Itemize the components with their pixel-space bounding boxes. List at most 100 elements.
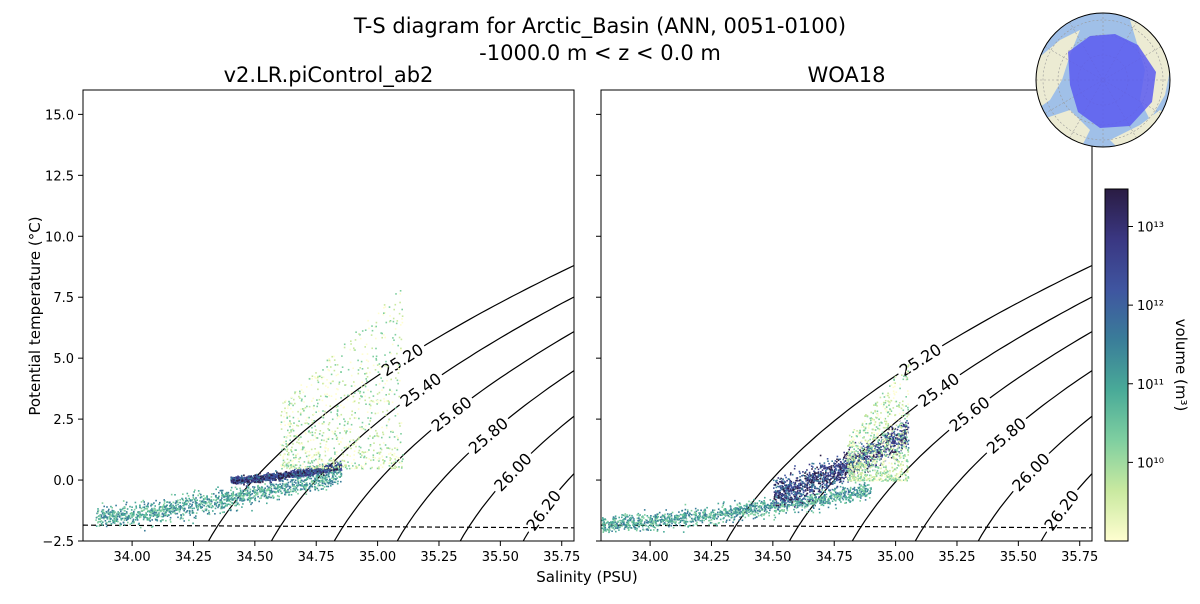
ts-cell — [147, 508, 149, 510]
ts-cell — [194, 499, 196, 501]
ts-cell — [322, 410, 324, 412]
ts-cell — [358, 369, 360, 371]
ts-cell — [832, 500, 834, 502]
ts-cell — [222, 502, 224, 504]
ts-cell — [233, 491, 235, 493]
ts-cell — [289, 422, 291, 424]
ts-cell — [336, 455, 338, 457]
ts-cell — [643, 517, 645, 519]
ts-cell — [319, 456, 321, 458]
ts-cell — [798, 502, 800, 504]
ts-cell — [747, 504, 749, 506]
ts-cell — [290, 487, 292, 489]
ts-cell — [367, 376, 369, 378]
ts-cell — [398, 466, 400, 468]
ts-cell — [316, 482, 318, 484]
ts-cell — [381, 456, 383, 458]
ts-cell — [165, 511, 167, 513]
ts-cell — [158, 504, 160, 506]
ts-cell — [717, 512, 719, 514]
ts-cell — [235, 482, 237, 484]
ts-cell — [98, 510, 100, 512]
ts-cell — [315, 411, 317, 413]
ts-cell — [266, 489, 268, 491]
ts-cell — [764, 510, 766, 512]
ts-cell — [186, 498, 188, 500]
contour-label: 25.40 — [397, 369, 445, 411]
ts-cell — [354, 450, 356, 452]
ts-cell — [398, 372, 400, 374]
ts-cell — [287, 479, 289, 481]
ts-cell — [820, 497, 822, 499]
ts-cell — [333, 461, 335, 463]
x-tick-label: 35.50 — [482, 550, 519, 565]
ts-cell — [395, 461, 397, 463]
ts-cell — [295, 455, 297, 457]
ts-cell — [355, 446, 357, 448]
ts-cell — [702, 520, 704, 522]
ts-cell — [284, 478, 286, 480]
ts-cell — [335, 393, 337, 395]
ts-cell — [283, 484, 285, 486]
ts-cell — [295, 476, 297, 478]
ts-cell — [326, 366, 328, 368]
ts-cell — [773, 500, 775, 502]
ts-cell — [312, 480, 314, 482]
ts-cell — [375, 430, 377, 432]
ts-cell — [307, 441, 309, 443]
ts-cell — [299, 391, 301, 393]
ts-cell — [277, 486, 279, 488]
ts-cell — [306, 484, 308, 486]
ts-cell — [402, 315, 404, 317]
ts-cell — [293, 470, 295, 472]
ts-cell — [123, 518, 125, 520]
ts-cell — [860, 495, 862, 497]
ts-cell — [765, 505, 767, 507]
ts-cell — [814, 505, 816, 507]
ts-cell — [350, 340, 352, 342]
ts-cell — [690, 521, 692, 523]
ts-cell — [307, 458, 309, 460]
ts-cell — [646, 520, 648, 522]
ts-cell — [273, 484, 275, 486]
ts-cell — [296, 468, 298, 470]
ts-cell — [693, 514, 695, 516]
ts-cell — [319, 376, 321, 378]
ts-cell — [283, 441, 285, 443]
ts-cell — [849, 501, 851, 503]
ts-cell — [804, 503, 806, 505]
ts-cell — [393, 467, 395, 469]
ts-cell — [835, 508, 837, 510]
ts-cell — [385, 361, 387, 363]
ts-cell — [176, 509, 178, 511]
ts-cell — [324, 486, 326, 488]
ts-cell — [394, 453, 396, 455]
ts-cell — [247, 492, 249, 494]
ts-cell — [161, 509, 163, 511]
ts-cell — [255, 489, 257, 491]
y-tick-label: 0.0 — [53, 474, 74, 489]
ts-cell — [260, 476, 262, 478]
ts-cell — [137, 519, 139, 521]
ts-cell — [397, 365, 399, 367]
ts-cell — [236, 488, 238, 490]
ts-cell — [277, 484, 279, 486]
ts-cell — [190, 500, 192, 502]
ts-cell — [193, 491, 195, 493]
ts-cell — [234, 505, 236, 507]
ts-cell — [328, 437, 330, 439]
ts-cell — [700, 520, 702, 522]
ts-cell — [365, 462, 367, 464]
ts-cell — [366, 359, 368, 361]
ts-cell — [165, 505, 167, 507]
ts-cell — [373, 401, 375, 403]
ts-cell — [297, 479, 299, 481]
ts-cell — [294, 403, 296, 405]
ts-cell — [229, 509, 231, 511]
ts-cell — [192, 502, 194, 504]
ts-cell — [389, 457, 391, 459]
ts-cell — [311, 470, 313, 472]
ts-cell — [242, 503, 244, 505]
ts-cell — [324, 447, 326, 449]
